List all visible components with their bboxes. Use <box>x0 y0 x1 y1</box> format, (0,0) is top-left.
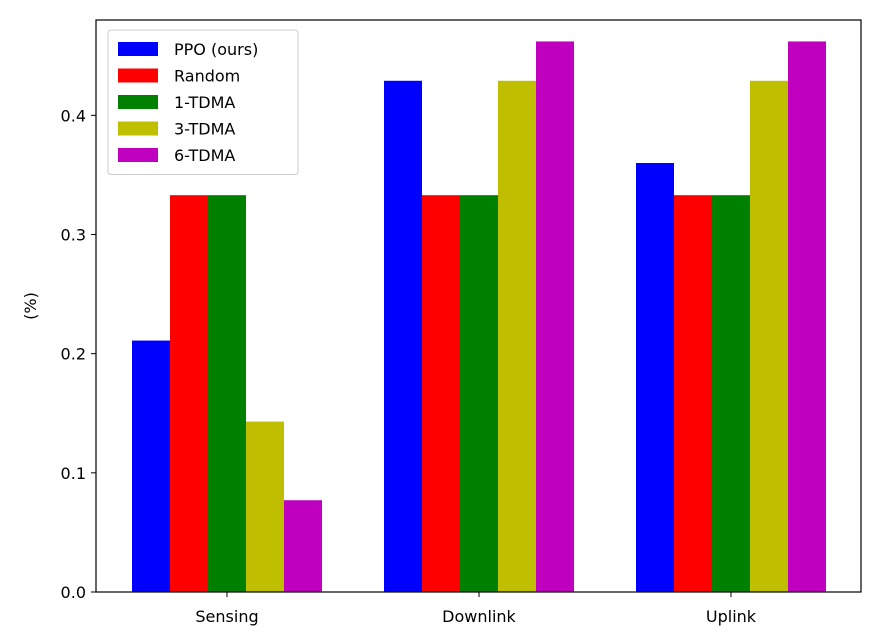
legend-swatch <box>118 121 158 136</box>
bar-3-tdma-sensing <box>246 421 284 592</box>
legend-label: 6-TDMA <box>174 146 235 165</box>
x-tick-label-sensing: Sensing <box>195 607 258 626</box>
y-tick-label: 0.2 <box>61 345 86 364</box>
y-axis: 0.0 0.1 0.2 0.3 0.4 <box>61 106 96 602</box>
x-tick-label-uplink: Uplink <box>706 607 757 626</box>
y-tick-label: 0.1 <box>61 464 86 483</box>
bar-random-sensing <box>170 195 208 593</box>
bar-ppo-ours-sensing <box>132 340 170 592</box>
legend-box <box>107 29 299 175</box>
legend-swatch <box>118 68 158 83</box>
bar-1-tdma-uplink <box>712 195 750 593</box>
y-axis-label: (%) <box>21 292 40 320</box>
y-tick-label: 0.4 <box>61 106 86 125</box>
bars-group <box>132 41 826 593</box>
legend-swatch <box>118 148 158 162</box>
bar-ppo-ours-downlink <box>384 80 422 593</box>
bar-6-tdma-uplink <box>788 41 826 592</box>
legend: PPO (ours) Random 1-TDMA 3-TDMA 6-TDMA <box>107 29 299 175</box>
x-axis: Sensing Downlink Uplink <box>195 592 757 626</box>
bar-1-tdma-sensing <box>208 195 246 593</box>
x-tick-label-downlink: Downlink <box>442 607 516 626</box>
legend-label: Random <box>174 67 240 86</box>
bar-6-tdma-downlink <box>536 41 574 592</box>
legend-label: PPO (ours) <box>174 40 258 59</box>
legend-swatch <box>118 95 158 109</box>
legend-label: 1-TDMA <box>174 93 235 112</box>
bar-6-tdma-sensing <box>284 500 322 592</box>
legend-swatch <box>118 42 158 56</box>
bar-random-uplink <box>674 195 712 593</box>
bar-3-tdma-uplink <box>750 80 788 593</box>
bar-ppo-ours-uplink <box>636 163 674 592</box>
bar-1-tdma-downlink <box>460 195 498 593</box>
bar-random-downlink <box>422 195 460 593</box>
legend-label: 3-TDMA <box>174 120 235 139</box>
y-tick-label: 0.0 <box>61 583 86 602</box>
bar-3-tdma-downlink <box>498 80 536 593</box>
y-tick-label: 0.3 <box>61 226 86 245</box>
